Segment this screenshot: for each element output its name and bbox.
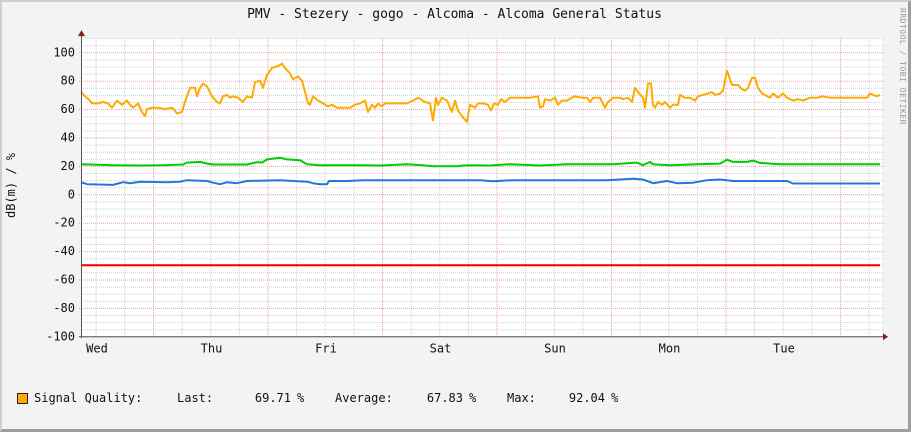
data-series <box>80 62 881 267</box>
rrdtool-watermark: RRDTOOL / TOBI OETIKER <box>898 8 907 125</box>
minor-grid <box>81 38 884 337</box>
svg-text:40: 40 <box>61 131 75 145</box>
legend-max-label: Max: <box>507 391 536 405</box>
signal-quality-swatch-icon <box>17 393 28 405</box>
axes <box>78 30 888 341</box>
svg-text:Sat: Sat <box>430 341 452 355</box>
x-axis-ticks: Wed Thu Fri Sat Sun Mon Tue <box>86 341 795 355</box>
legend-name: Signal Quality: <box>34 391 143 405</box>
legend-last-value: 69.71 <box>254 391 291 405</box>
legend-last-label: Last: <box>177 391 214 405</box>
svg-text:Thu: Thu <box>201 341 223 355</box>
svg-text:Fri: Fri <box>315 341 337 355</box>
legend-avg-unit: % <box>469 391 477 405</box>
svg-text:60: 60 <box>61 102 75 116</box>
chart-title: PMV - Stezery - gogo - Alcoma - Alcoma G… <box>247 7 662 22</box>
y-axis-ticks: 100 80 60 40 20 0 -20 -40 -60 -80 -100 <box>46 45 75 343</box>
svg-text:Wed: Wed <box>86 341 108 355</box>
svg-text:-40: -40 <box>53 244 75 258</box>
legend-last-unit: % <box>297 391 305 405</box>
svg-text:Sun: Sun <box>544 341 566 355</box>
svg-text:-80: -80 <box>53 301 75 315</box>
svg-text:100: 100 <box>53 45 75 59</box>
legend-avg-label: Average: <box>335 391 393 405</box>
svg-text:Tue: Tue <box>773 341 795 355</box>
svg-text:20: 20 <box>61 159 75 173</box>
legend-max-value: 92.04 <box>568 391 605 405</box>
svg-text:Mon: Mon <box>659 341 681 355</box>
svg-text:80: 80 <box>61 74 75 88</box>
legend-row-signal-quality: Signal Quality: Last: 69.71 % Average: 6… <box>17 391 645 407</box>
legend-max-unit: % <box>611 391 619 405</box>
svg-text:-100: -100 <box>46 329 75 343</box>
svg-text:-60: -60 <box>53 273 75 287</box>
legend-avg-value: 67.83 <box>426 391 463 405</box>
legend: Signal Quality: Last: 69.71 % Average: 6… <box>17 363 645 429</box>
svg-text:-20: -20 <box>53 216 75 230</box>
svg-text:0: 0 <box>68 187 75 201</box>
